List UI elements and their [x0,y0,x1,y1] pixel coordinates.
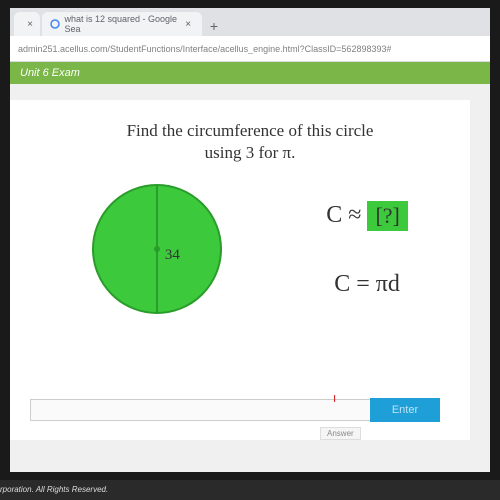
new-tab-button[interactable]: + [204,16,224,36]
close-icon[interactable]: × [185,19,194,29]
answer-placeholder: [?] [367,201,407,231]
diameter-label: 34 [165,247,180,264]
unit-banner: Unit 6 Exam [10,62,490,84]
tab-blank[interactable]: × [14,12,40,36]
tab-title: what is 12 squared - Google Sea [65,14,180,34]
url-bar[interactable]: admin251.acellus.com/StudentFunctions/In… [10,36,490,62]
answer-input[interactable] [30,399,372,421]
question-line2: using 3 for π. [40,142,460,164]
c-approx: C ≈ [326,202,361,229]
answer-formula: C ≈ [?] [326,201,408,231]
close-icon[interactable]: × [27,19,33,29]
footer-copyright: rporation. All Rights Reserved. [0,485,108,494]
question-title: Find the circumference of this circle us… [40,120,460,164]
google-icon [50,18,61,30]
tab-google-search[interactable]: what is 12 squared - Google Sea × [42,12,202,36]
problem-row: 34 C ≈ [?] C = πd [40,184,460,314]
center-dot [154,246,160,252]
circle-shape [92,184,222,314]
circle-diagram: 34 [92,184,222,314]
circumference-formula: C = πd [334,271,400,298]
laptop-bezel: × what is 12 squared - Google Sea × + ad… [0,0,500,480]
plus-icon: + [210,18,218,34]
content-area: Find the circumference of this circle us… [10,100,470,440]
formula-column: C ≈ [?] C = πd [326,201,408,298]
question-line1: Find the circumference of this circle [40,120,460,142]
browser-tab-strip: × what is 12 squared - Google Sea × + [10,8,490,36]
screen: × what is 12 squared - Google Sea × + ad… [10,8,490,472]
answer-label: Answer [320,427,361,440]
url-text: admin251.acellus.com/StudentFunctions/In… [18,44,391,54]
answer-row: I Enter [30,398,440,422]
banner-title: Unit 6 Exam [20,67,80,79]
enter-button[interactable]: Enter [370,398,440,422]
cursor-indicator: I [333,394,336,405]
